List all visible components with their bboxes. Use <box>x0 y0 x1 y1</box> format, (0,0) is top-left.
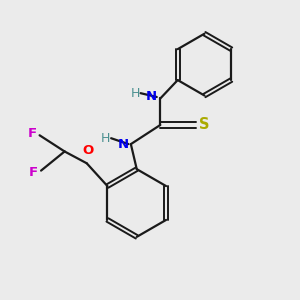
Text: H: H <box>101 132 110 145</box>
Text: F: F <box>29 166 38 178</box>
Text: H: H <box>130 87 140 100</box>
Text: S: S <box>199 118 210 133</box>
Text: N: N <box>117 138 128 151</box>
Text: O: O <box>82 144 94 157</box>
Text: F: F <box>28 127 37 140</box>
Text: N: N <box>146 91 157 103</box>
